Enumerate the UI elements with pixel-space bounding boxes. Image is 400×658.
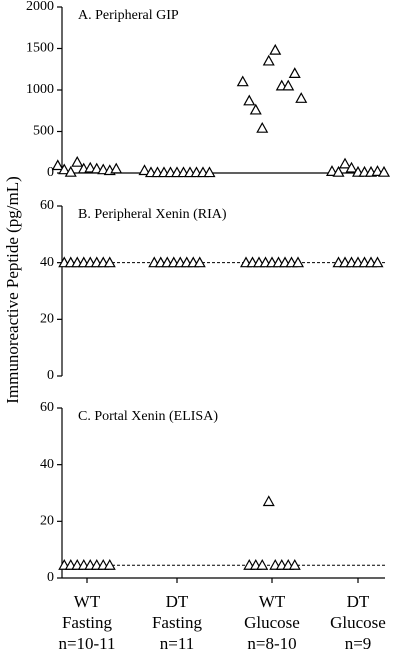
triangle-point (84, 161, 97, 173)
x-tick-label: n=9 (345, 634, 372, 653)
y-tick-label: 60 (40, 400, 54, 415)
triangle-point (103, 256, 116, 268)
triangle-point (103, 559, 116, 570)
triangle-point (262, 495, 275, 507)
y-tick-label: 500 (33, 124, 54, 139)
y-tick-label: 20 (40, 514, 54, 529)
y-tick-label: 20 (40, 312, 54, 327)
x-tick-label: Glucose (330, 613, 386, 632)
triangle-point (97, 163, 110, 175)
triangle-point (288, 559, 301, 570)
y-tick-label: 60 (40, 198, 54, 213)
panel-title: A. Peripheral GIP (78, 8, 179, 23)
x-tick-label: DT (166, 592, 189, 611)
y-tick-label: 2000 (26, 0, 54, 14)
triangle-point (138, 164, 151, 176)
x-tick-label: n=10-11 (58, 634, 115, 653)
y-tick-label: 0 (47, 165, 54, 180)
triangle-point (371, 256, 384, 268)
x-tick-label: Fasting (152, 613, 203, 632)
triangle-point (58, 163, 71, 175)
triangle-point (291, 256, 305, 268)
y-tick-label: 1000 (26, 82, 54, 97)
triangle-point (203, 166, 216, 178)
triangle-point (338, 157, 352, 169)
y-tick-label: 0 (47, 570, 54, 585)
y-tick-label: 40 (40, 255, 54, 270)
triangle-point (110, 162, 123, 174)
triangle-point (295, 92, 308, 103)
triangle-point (377, 165, 391, 177)
triangle-point (288, 67, 301, 79)
triangle-point (269, 43, 282, 55)
triangle-point (262, 54, 275, 66)
triangle-point (71, 155, 84, 167)
x-tick-label: WT (74, 592, 101, 611)
triangle-point (325, 165, 339, 176)
x-tick-label: DT (347, 592, 370, 611)
x-tick-label: Glucose (244, 613, 300, 632)
triangle-point (64, 165, 77, 177)
triangle-point (345, 161, 358, 173)
triangle-point (243, 94, 256, 106)
triangle-point (256, 121, 269, 133)
triangle-point (371, 165, 384, 176)
triangle-point (332, 165, 345, 177)
triangle-point (193, 256, 206, 268)
triangle-point (249, 103, 262, 115)
panel-title: B. Peripheral Xenin (RIA) (78, 207, 227, 222)
triangle-point (256, 559, 269, 570)
triangle-point (51, 159, 64, 171)
y-axis-label: Immunoreactive Peptide (pg/mL) (3, 176, 22, 404)
panel-title: C. Portal Xenin (ELISA) (78, 409, 218, 424)
y-tick-label: 1500 (26, 41, 54, 56)
y-tick-label: 0 (47, 368, 54, 383)
triangle-point (236, 75, 249, 87)
triangle-point (90, 162, 103, 174)
triangle-point (282, 79, 295, 91)
x-tick-label: Fasting (62, 613, 113, 632)
x-tick-label: n=11 (160, 634, 194, 653)
x-tick-label: n=8-10 (247, 634, 296, 653)
y-tick-label: 40 (40, 457, 54, 472)
x-tick-label: WT (259, 592, 286, 611)
